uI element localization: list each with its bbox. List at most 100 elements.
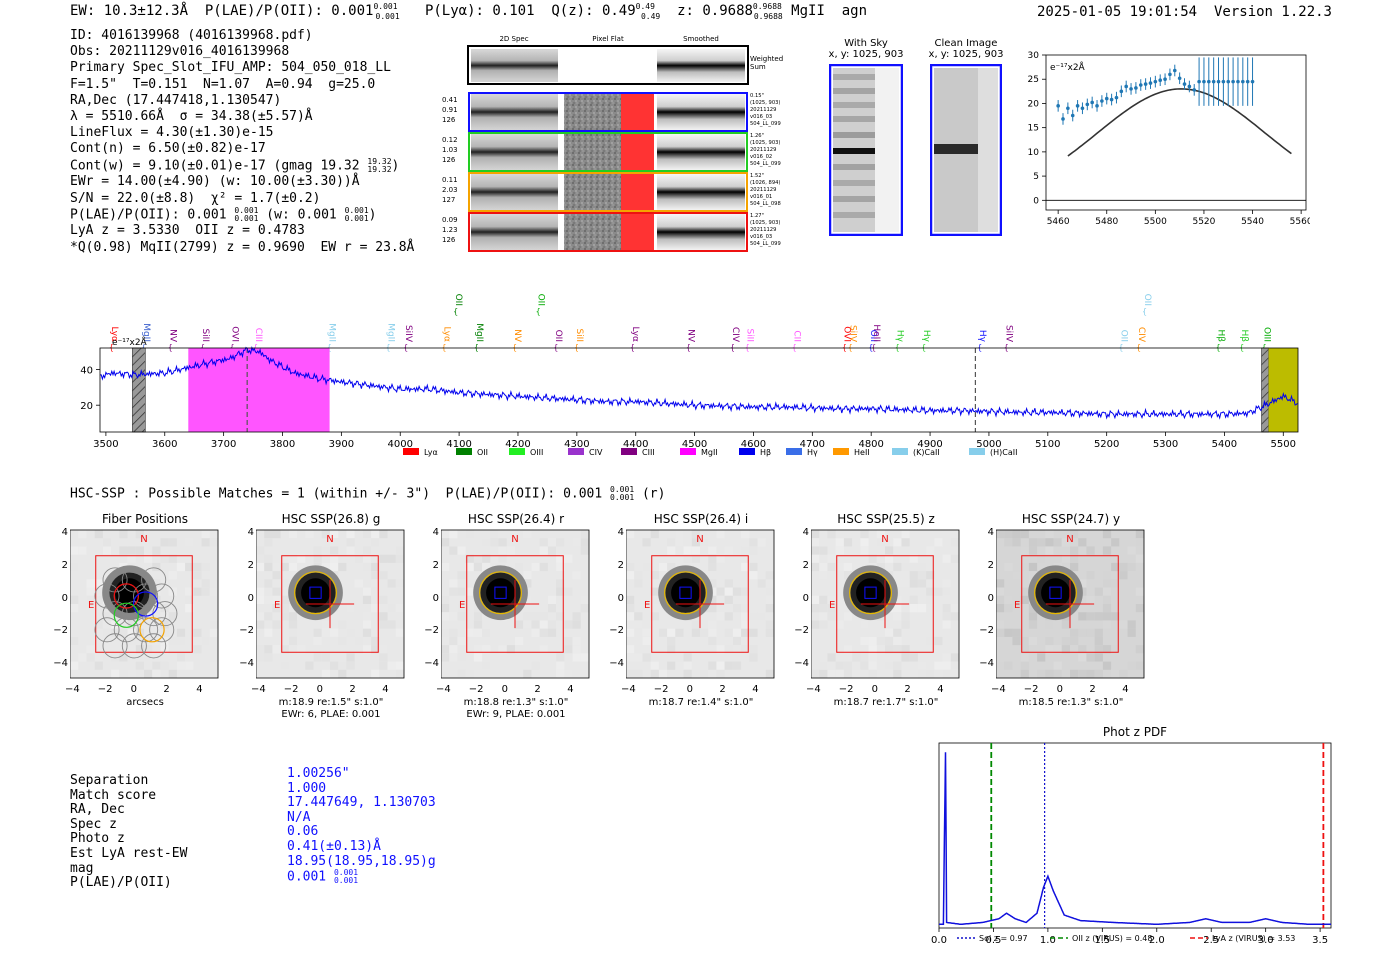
hsc-noise-pixel [330,554,339,563]
hsc-noise-pixel [168,530,177,539]
with-sky-title-block: With Sky x, y: 1025, 903 [826,38,906,60]
hsc-xtick-label: 4 [567,684,574,695]
hsc-caption-line2: EWr: 9, PLAE: 0.001 [466,709,566,720]
hsc-noise-pixel [127,645,136,654]
hsc-noise-pixel [1045,530,1054,539]
info-plae-a: P(LAE)/P(OII): 0.001 [70,207,227,223]
emission-line-label: CII [792,330,802,342]
hsc-noise-pixel [1045,645,1054,654]
hsc-noise-pixel [626,612,635,621]
hsc-noise-pixel [860,530,869,539]
hsc-noise-pixel [264,628,273,637]
cutout-row-stat: 0.11 [442,176,458,184]
hsc-noise-pixel [523,620,532,629]
hsc-noise-pixel [135,661,144,670]
emission-line-bracket: { [1004,343,1009,352]
hsc-noise-pixel [473,645,483,654]
hsc-ytick-label: −4 [979,658,994,670]
spectrum-unit-label: e⁻¹⁷x2Å [112,336,148,348]
hsc-xtick-label: 4 [752,684,759,695]
hsc-noise-pixel [1111,669,1120,678]
hsc-noise-pixel [827,554,836,563]
hsc-noise-pixel [901,612,910,621]
hsc-noise-pixel [371,645,380,654]
hsc-noise-pixel [111,612,120,621]
hsc-noise-pixel [321,546,330,555]
hsc-noise-pixel [465,530,474,539]
clean-image [930,64,1002,236]
hsc-ytick-label: −2 [424,625,439,637]
hsc-noise-pixel [580,604,589,613]
hsc-noise-pixel [1094,669,1103,678]
hsc-ytick-label: 0 [617,592,624,604]
photz-legend-label: LyA z (VIRUS) = 3.53 [1212,934,1295,943]
header-z: z: 0.9688 [677,3,753,19]
hsc-noise-pixel [1037,538,1046,547]
hsc-noise-pixel [893,612,902,621]
fit-ytick-label: 20 [1028,99,1040,109]
hsc-noise-pixel [1028,546,1038,555]
header-summary: EW: 10.3±12.3Å P(LAE)/P(OII): 0.0010.001… [70,2,867,21]
emission-line-bracket: { [1142,307,1147,316]
photz-frame [938,742,1332,929]
hsc-noise-pixel [547,595,557,604]
hsc-xtick-label: 4 [196,684,203,695]
emission-line-label: MgII [385,323,395,342]
timestamp: 2025-01-05 19:01:54 [1036,4,1198,20]
hsc-noise-pixel [297,645,306,654]
hsc-noise-pixel [564,587,573,596]
cutout-row-meta: 504_LL_098 [750,201,781,207]
hsc-noise-pixel [868,661,877,670]
hsc-noise-pixel [1037,669,1046,678]
hsc-noise-pixel [876,530,885,539]
hsc-noise-pixel [168,612,177,621]
spectrum-xtick-label: 3700 [211,439,236,450]
cutout-row-stat: 126 [442,156,456,164]
with-sky-image [829,64,903,236]
fit-point [1085,102,1090,107]
fiber-circle-green [113,602,139,628]
hsc-noise-pixel [901,562,910,572]
fit-curve [1067,88,1292,157]
clean-image-title-block: Clean Image x, y: 1025, 903 [926,38,1006,60]
hsc-xticks: −4 −2 0 2 4 [621,684,774,698]
hsc-noise-pixel [700,538,709,547]
hsc-noise-pixel [160,645,169,654]
hsc-cutout-image: NE [256,529,405,679]
hsc-noise-pixel [498,538,507,547]
spectrum-xtick-label: 3800 [270,439,295,450]
hsc-noise-pixel [716,595,725,604]
hsc-noise-pixel [716,669,725,678]
hsc-noise-pixel [650,669,659,678]
hsc-noise-pixel [78,546,87,555]
hsc-noise-pixel [868,669,877,678]
hsc-noise-pixel [683,554,692,563]
hsc-noise-pixel [1020,661,1029,670]
hsc-noise-pixel [765,571,774,580]
hsc-ytick-label: 4 [247,527,254,538]
hsc-noise-pixel [338,661,347,670]
hsc-noise-pixel [371,579,380,588]
hsc-noise-pixel [1078,612,1087,621]
hsc-noise-pixel [1078,645,1087,654]
hsc-noise-pixel [926,595,935,604]
hsc-noise-pixel [152,546,161,555]
hsc-noise-pixel [547,628,557,637]
cutout-row: 0.11 2.03 127 1.52"(1026, 894)20211129v016_… [442,172,781,212]
hsc-noise-pixel [667,661,676,670]
hsc-noise-pixel [843,538,853,547]
emission-line-label: Hγ [895,330,905,343]
hsc-xtick-label: −2 [283,684,299,695]
hsc-noise-pixel [691,620,700,629]
hsc-noise-pixel [256,562,265,572]
hsc-noise-pixel [650,530,659,539]
hsc-noise-pixel [909,562,918,572]
hsc-noise-pixel [1111,579,1120,588]
emission-line-label: CIII [253,328,263,342]
hsc-noise-pixel [498,546,507,555]
cutout-row-meta: v016_02 [750,154,772,160]
cutout-pixelflat [564,214,621,250]
legend-swatch [969,448,985,455]
hsc-aperture [294,571,338,615]
hsc-ytick-label: 2 [247,559,254,571]
